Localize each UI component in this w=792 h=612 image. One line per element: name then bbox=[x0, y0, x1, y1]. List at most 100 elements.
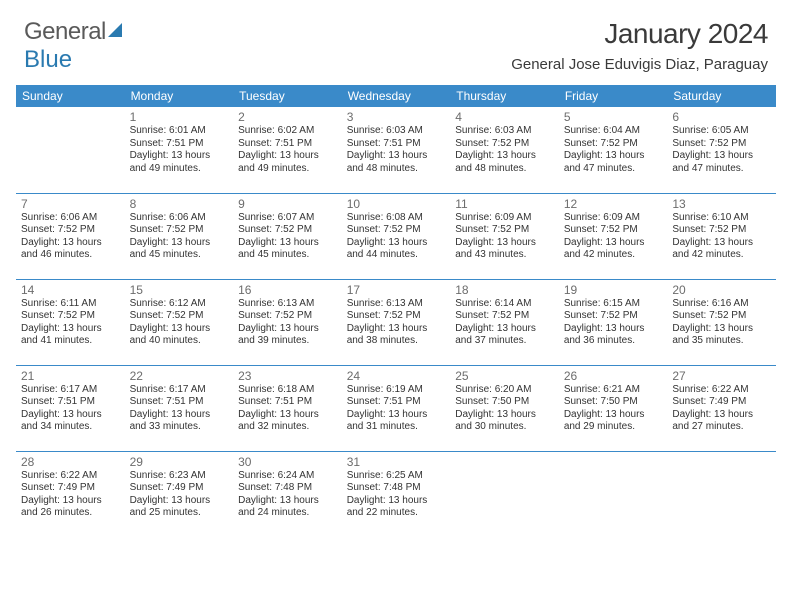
day-detail: Sunset: 7:52 PM bbox=[564, 310, 663, 323]
day-detail: and 30 minutes. bbox=[455, 421, 554, 434]
calendar-cell bbox=[16, 107, 125, 193]
day-detail: and 44 minutes. bbox=[347, 249, 446, 262]
day-detail: Daylight: 13 hours bbox=[238, 150, 337, 163]
day-detail: Sunrise: 6:01 AM bbox=[130, 125, 229, 138]
day-detail: Daylight: 13 hours bbox=[455, 237, 554, 250]
calendar-cell: 24Sunrise: 6:19 AMSunset: 7:51 PMDayligh… bbox=[342, 365, 451, 451]
day-number: 29 bbox=[130, 455, 229, 469]
day-detail: Daylight: 13 hours bbox=[672, 237, 771, 250]
day-detail: Daylight: 13 hours bbox=[21, 495, 120, 508]
calendar-cell: 18Sunrise: 6:14 AMSunset: 7:52 PMDayligh… bbox=[450, 279, 559, 365]
day-detail: Sunset: 7:52 PM bbox=[21, 224, 120, 237]
day-detail: Daylight: 13 hours bbox=[672, 409, 771, 422]
day-number: 24 bbox=[347, 369, 446, 383]
day-header: Friday bbox=[559, 85, 668, 107]
day-detail: Sunset: 7:52 PM bbox=[130, 224, 229, 237]
day-number: 18 bbox=[455, 283, 554, 297]
calendar-cell: 17Sunrise: 6:13 AMSunset: 7:52 PMDayligh… bbox=[342, 279, 451, 365]
logo: General bbox=[24, 18, 122, 46]
day-detail: Daylight: 13 hours bbox=[347, 150, 446, 163]
day-detail: Sunset: 7:52 PM bbox=[455, 310, 554, 323]
day-detail: Sunset: 7:52 PM bbox=[238, 310, 337, 323]
day-detail: Sunrise: 6:07 AM bbox=[238, 212, 337, 225]
day-detail: Sunrise: 6:17 AM bbox=[130, 384, 229, 397]
day-detail: and 29 minutes. bbox=[564, 421, 663, 434]
day-header: Thursday bbox=[450, 85, 559, 107]
day-detail: Daylight: 13 hours bbox=[238, 323, 337, 336]
day-detail: Sunset: 7:51 PM bbox=[238, 396, 337, 409]
day-detail: Sunrise: 6:15 AM bbox=[564, 298, 663, 311]
day-number: 23 bbox=[238, 369, 337, 383]
day-number: 2 bbox=[238, 110, 337, 124]
calendar-cell bbox=[450, 451, 559, 537]
calendar-cell: 25Sunrise: 6:20 AMSunset: 7:50 PMDayligh… bbox=[450, 365, 559, 451]
day-number: 28 bbox=[21, 455, 120, 469]
day-detail: Daylight: 13 hours bbox=[21, 323, 120, 336]
day-detail: Sunrise: 6:18 AM bbox=[238, 384, 337, 397]
day-detail: Sunset: 7:52 PM bbox=[21, 310, 120, 323]
day-detail: Daylight: 13 hours bbox=[130, 323, 229, 336]
day-detail: Sunrise: 6:05 AM bbox=[672, 125, 771, 138]
day-detail: Sunrise: 6:20 AM bbox=[455, 384, 554, 397]
day-detail: Sunset: 7:52 PM bbox=[564, 138, 663, 151]
day-detail: Daylight: 13 hours bbox=[672, 150, 771, 163]
day-detail: and 25 minutes. bbox=[130, 507, 229, 520]
day-detail: Sunrise: 6:06 AM bbox=[21, 212, 120, 225]
day-detail: Sunrise: 6:22 AM bbox=[672, 384, 771, 397]
day-detail: Sunrise: 6:21 AM bbox=[564, 384, 663, 397]
calendar-cell: 15Sunrise: 6:12 AMSunset: 7:52 PMDayligh… bbox=[125, 279, 234, 365]
day-header: Monday bbox=[125, 85, 234, 107]
day-number: 26 bbox=[564, 369, 663, 383]
calendar-cell: 6Sunrise: 6:05 AMSunset: 7:52 PMDaylight… bbox=[667, 107, 776, 193]
day-detail: Sunset: 7:51 PM bbox=[21, 396, 120, 409]
day-detail: Sunset: 7:49 PM bbox=[21, 482, 120, 495]
day-detail: and 37 minutes. bbox=[455, 335, 554, 348]
day-detail: Daylight: 13 hours bbox=[130, 150, 229, 163]
day-detail: Daylight: 13 hours bbox=[238, 409, 337, 422]
day-header: Saturday bbox=[667, 85, 776, 107]
calendar-cell: 26Sunrise: 6:21 AMSunset: 7:50 PMDayligh… bbox=[559, 365, 668, 451]
day-header: Sunday bbox=[16, 85, 125, 107]
day-detail: Sunset: 7:51 PM bbox=[130, 396, 229, 409]
calendar-cell: 3Sunrise: 6:03 AMSunset: 7:51 PMDaylight… bbox=[342, 107, 451, 193]
day-detail: Sunrise: 6:17 AM bbox=[21, 384, 120, 397]
calendar-week: 28Sunrise: 6:22 AMSunset: 7:49 PMDayligh… bbox=[16, 451, 776, 537]
day-number: 27 bbox=[672, 369, 771, 383]
day-detail: and 48 minutes. bbox=[455, 163, 554, 176]
day-number: 16 bbox=[238, 283, 337, 297]
day-detail: Sunrise: 6:22 AM bbox=[21, 470, 120, 483]
day-detail: and 35 minutes. bbox=[672, 335, 771, 348]
calendar-week: 14Sunrise: 6:11 AMSunset: 7:52 PMDayligh… bbox=[16, 279, 776, 365]
day-number: 15 bbox=[130, 283, 229, 297]
day-detail: Daylight: 13 hours bbox=[564, 323, 663, 336]
day-detail: and 47 minutes. bbox=[564, 163, 663, 176]
day-detail: and 22 minutes. bbox=[347, 507, 446, 520]
day-number: 20 bbox=[672, 283, 771, 297]
day-number: 19 bbox=[564, 283, 663, 297]
day-detail: Daylight: 13 hours bbox=[21, 237, 120, 250]
calendar-cell bbox=[559, 451, 668, 537]
day-detail: and 48 minutes. bbox=[347, 163, 446, 176]
day-detail: and 49 minutes. bbox=[130, 163, 229, 176]
calendar-cell: 16Sunrise: 6:13 AMSunset: 7:52 PMDayligh… bbox=[233, 279, 342, 365]
day-detail: and 31 minutes. bbox=[347, 421, 446, 434]
day-detail: Sunset: 7:52 PM bbox=[455, 138, 554, 151]
header: General January 2024 General Jose Eduvig… bbox=[0, 0, 792, 77]
calendar-cell: 30Sunrise: 6:24 AMSunset: 7:48 PMDayligh… bbox=[233, 451, 342, 537]
day-number: 8 bbox=[130, 197, 229, 211]
day-detail: Sunrise: 6:23 AM bbox=[130, 470, 229, 483]
calendar-cell: 20Sunrise: 6:16 AMSunset: 7:52 PMDayligh… bbox=[667, 279, 776, 365]
day-number: 9 bbox=[238, 197, 337, 211]
day-number: 13 bbox=[672, 197, 771, 211]
calendar-cell: 28Sunrise: 6:22 AMSunset: 7:49 PMDayligh… bbox=[16, 451, 125, 537]
day-detail: Daylight: 13 hours bbox=[564, 237, 663, 250]
day-detail: Sunrise: 6:03 AM bbox=[455, 125, 554, 138]
day-detail: Daylight: 13 hours bbox=[347, 495, 446, 508]
calendar-cell: 22Sunrise: 6:17 AMSunset: 7:51 PMDayligh… bbox=[125, 365, 234, 451]
month-title: January 2024 bbox=[511, 18, 768, 50]
day-detail: and 42 minutes. bbox=[672, 249, 771, 262]
day-detail: Sunset: 7:50 PM bbox=[455, 396, 554, 409]
logo-word-1: General bbox=[24, 18, 106, 46]
day-detail: Sunset: 7:52 PM bbox=[672, 224, 771, 237]
day-detail: and 39 minutes. bbox=[238, 335, 337, 348]
